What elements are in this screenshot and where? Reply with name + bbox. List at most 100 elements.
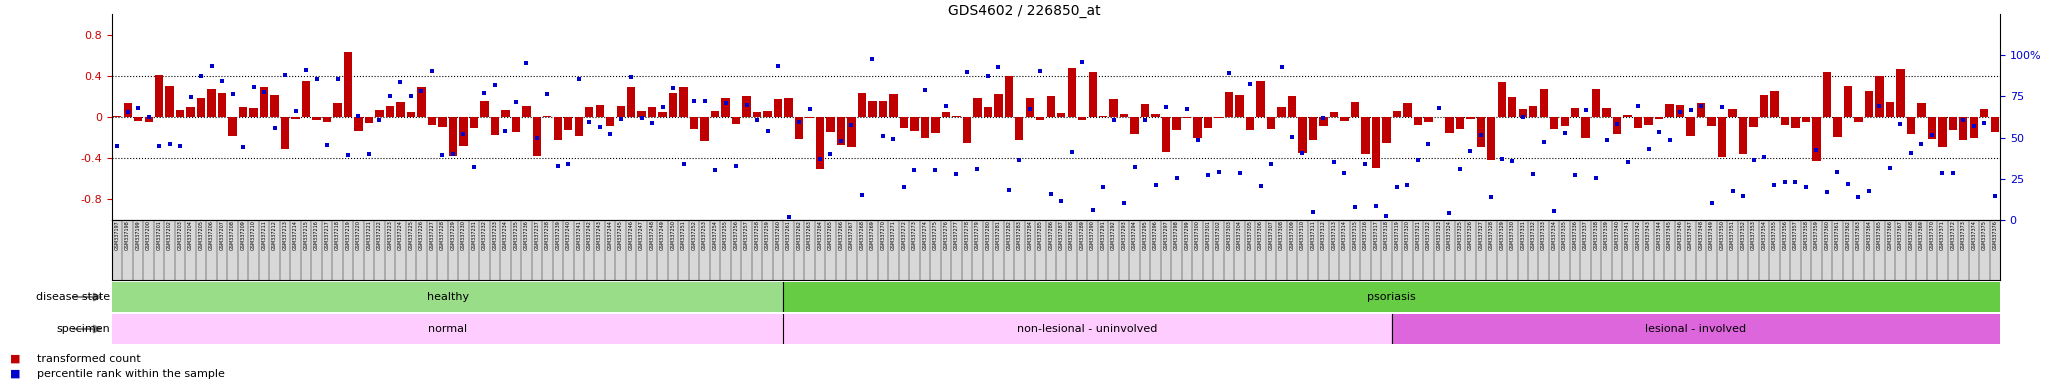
Bar (596, 105, 604, 117)
Bar (1782, 117, 1790, 125)
Bar (1141, 104, 1149, 117)
Point (1810, 189, 1843, 195)
Bar (1886, 102, 1894, 117)
Point (416, 68, 449, 74)
Point (647, 104, 680, 110)
Bar (1708, 117, 1716, 126)
Bar (207, 89, 215, 117)
Point (121, 105, 154, 111)
Point (897, 167, 930, 173)
Point (1360, 203, 1393, 209)
Point (930, 103, 963, 109)
Point (164, 143, 197, 149)
Bar (805, 117, 813, 118)
Point (1444, 166, 1477, 172)
Bar (1067, 68, 1075, 117)
Bar (1423, 117, 1432, 122)
Bar (1739, 117, 1747, 154)
Point (551, 161, 584, 167)
Point (238, 84, 270, 91)
Point (1769, 179, 1802, 185)
Bar (1550, 117, 1559, 129)
Point (1243, 182, 1276, 189)
Bar (1362, 117, 1370, 154)
Point (782, 119, 815, 125)
Point (1612, 159, 1645, 165)
Point (836, 122, 868, 128)
Point (1821, 169, 1853, 175)
Point (1518, 171, 1550, 177)
Point (1255, 161, 1288, 167)
Bar (670, 93, 678, 117)
Point (762, 63, 795, 69)
Bar (1802, 117, 1810, 122)
Point (1737, 157, 1769, 163)
Bar (1876, 76, 1884, 117)
Bar (532, 117, 541, 156)
Point (1055, 149, 1087, 155)
Bar (270, 95, 279, 117)
Bar (1288, 96, 1296, 117)
Bar (1298, 117, 1307, 152)
Bar (1278, 107, 1286, 117)
Point (1495, 157, 1528, 164)
Bar (1833, 117, 1841, 137)
Point (352, 151, 385, 157)
Bar (1026, 98, 1034, 117)
Point (971, 73, 1004, 79)
Bar (1518, 109, 1528, 117)
Bar (250, 108, 258, 117)
Point (1276, 134, 1309, 140)
Bar (1151, 114, 1159, 117)
Point (1423, 105, 1456, 111)
Bar (1686, 117, 1696, 136)
Bar (1749, 117, 1757, 127)
Point (1686, 103, 1718, 109)
Bar (1561, 117, 1569, 126)
Bar (1823, 72, 1831, 117)
Bar (385, 106, 393, 117)
Text: transformed count: transformed count (37, 354, 141, 364)
Bar (690, 117, 698, 129)
Bar (459, 117, 467, 146)
Point (604, 116, 637, 122)
Point (426, 152, 459, 158)
Point (1915, 132, 1948, 138)
Bar (1393, 111, 1401, 117)
Bar (1036, 117, 1044, 120)
Bar (479, 101, 489, 117)
Point (258, 125, 291, 131)
Point (1004, 157, 1036, 163)
Bar (1571, 108, 1579, 117)
Point (1528, 139, 1561, 146)
Point (688, 98, 721, 104)
Point (1905, 141, 1937, 147)
Point (1757, 182, 1790, 188)
Point (584, 124, 616, 130)
Bar (522, 106, 530, 117)
Point (446, 131, 479, 137)
Bar (1917, 103, 1925, 117)
Bar (1120, 114, 1128, 117)
Bar (1718, 117, 1726, 157)
Bar (1309, 117, 1317, 140)
Bar (647, 107, 655, 117)
Bar (375, 109, 383, 117)
Point (1327, 170, 1360, 176)
Bar (848, 117, 856, 147)
Text: healthy: healthy (426, 292, 469, 302)
Bar (1016, 117, 1024, 140)
Bar (1812, 117, 1821, 161)
Bar (993, 94, 1004, 117)
Point (1171, 106, 1204, 112)
Point (1663, 109, 1696, 115)
Bar (795, 117, 803, 139)
Bar (186, 107, 195, 117)
Bar (858, 93, 866, 117)
Text: GDS4602 / 226850_at: GDS4602 / 226850_at (948, 4, 1100, 18)
Bar (543, 116, 551, 117)
Point (1591, 137, 1624, 143)
Bar (1665, 104, 1673, 117)
Bar (1184, 117, 1192, 118)
Point (1454, 148, 1487, 154)
